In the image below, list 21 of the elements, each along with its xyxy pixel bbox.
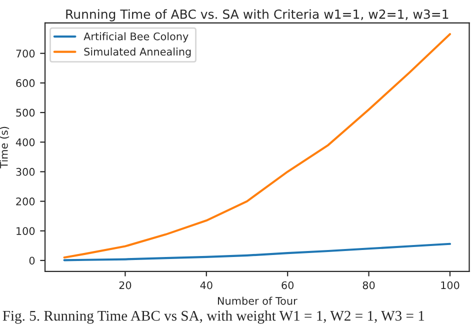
y-tick-label: 200 [16, 198, 35, 206]
y-tick-label: 400 [16, 138, 35, 146]
legend-label: Simulated Annealing [84, 48, 191, 58]
x-tick-label: 100 [441, 281, 460, 290]
y-axis-title: Time (s) [0, 126, 10, 168]
y-tick-label: 500 [16, 108, 35, 117]
y-tick-label: 600 [16, 79, 35, 88]
y-tick-label: 700 [16, 50, 35, 58]
x-tick-label: 60 [282, 281, 294, 290]
line-series [63, 242, 452, 262]
x-tick-label: 20 [119, 281, 132, 290]
caption: Fig. 5. Running Time ABC vs SA, with weight W1 = 1, W2 = 1, W3 = 1 [2, 310, 424, 324]
x-axis-title: Number of Tour [218, 296, 298, 305]
y-tick-label: 0 [29, 256, 35, 265]
chart-title: Running Time of ABC vs. SA with Criteria w1=1, w2=1, w3=1 [66, 9, 448, 22]
x-tick-label: 40 [200, 281, 212, 290]
y-tick-label: 300 [16, 168, 35, 176]
y-tick-label: 100 [16, 227, 35, 235]
x-tick-label: 80 [362, 281, 375, 290]
legend-label: Artificial Bee Colony [84, 32, 188, 42]
line-series [63, 33, 452, 259]
